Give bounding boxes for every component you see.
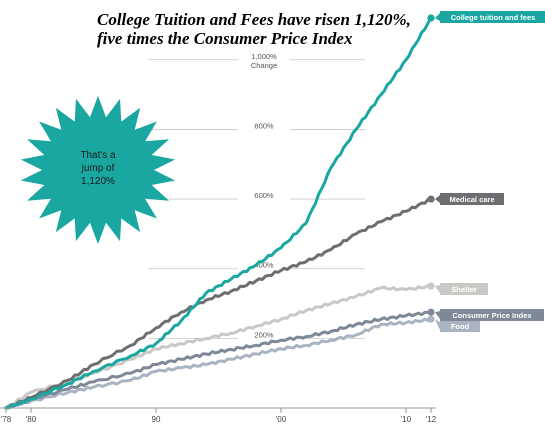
series-label-tag <box>440 193 504 205</box>
series-label-pointer <box>435 13 440 21</box>
x-tick-label: '80 <box>26 415 37 424</box>
series-lines <box>4 14 435 410</box>
y-tick-label: 200% <box>254 330 274 339</box>
series-label-pointer <box>435 319 440 330</box>
series-endpoint <box>427 282 435 290</box>
annotation-text-line: jump of <box>81 163 115 174</box>
series-label: College tuition and fees <box>451 13 536 22</box>
y-tick-label: 600% <box>254 191 274 200</box>
series-label: Shelter <box>451 285 477 294</box>
series-label-tag <box>440 11 545 23</box>
chart-title-line-1: College Tuition and Fees have risen 1,12… <box>97 10 411 29</box>
y-tick-label: 400% <box>254 261 274 270</box>
x-tick-label: '12 <box>426 415 437 424</box>
chart-title-line-2: five times the Consumer Price Index <box>97 29 353 48</box>
series-label: Medical care <box>449 195 494 204</box>
x-tick-label: '78 <box>1 415 12 424</box>
series-label-pointer <box>435 195 440 203</box>
series-endpoint <box>427 195 435 203</box>
grid-lines: 200% 400% 600% 800% 1,000%Change <box>148 51 365 344</box>
series-label-tag <box>440 309 544 321</box>
y-tick-label: 800% <box>254 121 274 130</box>
annotation-text-line: That's a <box>80 150 116 161</box>
x-tick-label: '00 <box>276 415 287 424</box>
series-line <box>4 317 433 410</box>
series-label-tag <box>440 320 480 332</box>
series-label-pointer <box>435 311 440 319</box>
annotation-text-line: 1,120% <box>81 176 115 187</box>
series-label: Consumer Price Index <box>452 311 532 320</box>
y-tick-label: Change <box>251 61 277 70</box>
series-endpoint <box>427 315 435 323</box>
series-line <box>4 16 433 410</box>
x-tick-label: '10 <box>401 415 412 424</box>
series-label-pointer <box>435 285 440 293</box>
tick-label-background <box>238 51 290 74</box>
x-tick-label: 90 <box>152 415 161 424</box>
x-axis: '78 '80 90 '00 '10 '12 <box>0 407 437 424</box>
series-line <box>4 310 433 410</box>
series-endpoint <box>427 308 435 316</box>
series-line <box>4 197 433 410</box>
tick-label-background <box>238 191 290 205</box>
series-label: Food <box>451 322 470 331</box>
tick-label-background <box>238 260 290 274</box>
series-label-tag <box>440 283 488 295</box>
tick-label-background <box>238 121 290 135</box>
y-tick-label: 1,000% <box>251 52 277 61</box>
series-labels: Food Shelter Consumer Price Index Medical c… <box>435 11 545 332</box>
series-endpoint <box>427 14 435 22</box>
annotation-star: That's a jump of 1,120% <box>20 95 176 245</box>
annotation-star-shape <box>20 95 176 245</box>
